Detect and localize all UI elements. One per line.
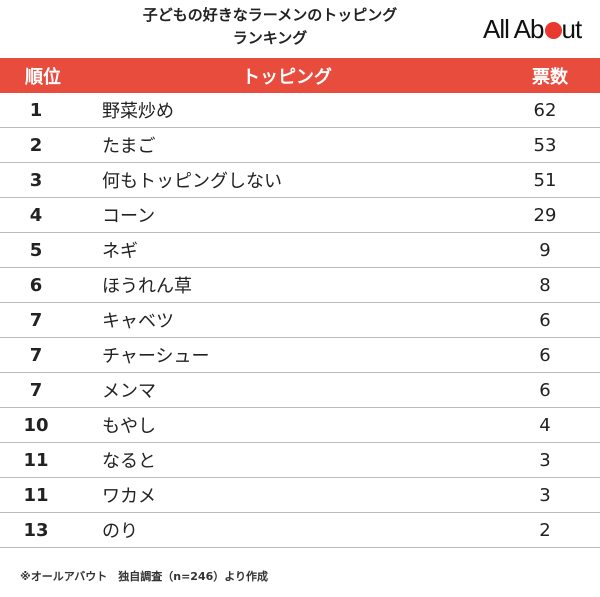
topping-cell: メンマ <box>102 381 156 402</box>
table-body: 1 野菜炒め 62 2 たまご 53 3 何もトッピングしない 51 4 コーン 29 5 ネギ 9 6 ほうれ… <box>0 93 600 548</box>
topping-cell: 何もトッピングしない <box>102 171 282 192</box>
chart-title-line2: ランキング <box>232 29 308 47</box>
table-row: 7 メンマ 6 <box>0 373 600 408</box>
chart-title: 子どもの好きなラーメンのトッピング ランキング <box>110 4 430 50</box>
table-row: 5 ネギ 9 <box>0 233 600 268</box>
rank-cell: 13 <box>23 519 49 541</box>
table-row: 2 たまご 53 <box>0 128 600 163</box>
votes-cell: 3 <box>539 484 551 506</box>
header-topping: トッピング <box>242 66 332 88</box>
table-row: 4 コーン 29 <box>0 198 600 233</box>
table-header: 順位 トッピング 票数 <box>0 58 600 93</box>
rank-cell: 6 <box>29 274 43 296</box>
topping-cell: コーン <box>102 206 156 227</box>
table-row: 11 なると 3 <box>0 443 600 478</box>
votes-cell: 53 <box>533 134 557 156</box>
table-row: 7 キャベツ 6 <box>0 303 600 338</box>
votes-cell: 62 <box>533 99 557 121</box>
table-row: 3 何もトッピングしない 51 <box>0 163 600 198</box>
rank-cell: 11 <box>23 484 49 506</box>
footnote: ※オールアバウト 独自調査（n=246）より作成 <box>20 570 269 583</box>
header-votes: 票数 <box>532 66 568 88</box>
votes-cell: 9 <box>539 239 551 261</box>
rank-cell: 11 <box>23 449 49 471</box>
rank-cell: 1 <box>29 99 43 121</box>
table-row: 13 のり 2 <box>0 513 600 548</box>
table-row: 1 野菜炒め 62 <box>0 93 600 128</box>
topping-cell: もやし <box>102 416 156 437</box>
topping-cell: 野菜炒め <box>102 101 174 122</box>
rank-cell: 10 <box>23 414 49 436</box>
table-row: 6 ほうれん草 8 <box>0 268 600 303</box>
table-row: 11 ワカメ 3 <box>0 478 600 513</box>
votes-cell: 4 <box>539 414 551 436</box>
logo-text-right: ut <box>561 14 583 44</box>
rank-cell: 4 <box>29 204 43 226</box>
topping-cell: たまご <box>102 136 156 157</box>
votes-cell: 6 <box>539 379 551 401</box>
ranking-table: 順位 トッピング 票数 1 野菜炒め 62 2 たまご 53 3 何もトッピングしない 51 4 コ… <box>0 58 600 548</box>
topping-cell: ほうれん草 <box>102 276 192 297</box>
topping-cell: キャベツ <box>102 311 174 332</box>
allabout-logo: All Ab ut <box>483 14 583 45</box>
topping-cell: なると <box>102 451 156 472</box>
header: 子どもの好きなラーメンのトッピング ランキング All Ab ut <box>0 0 600 56</box>
rank-cell: 7 <box>29 379 43 401</box>
rank-cell: 3 <box>29 169 43 191</box>
table-row: 10 もやし 4 <box>0 408 600 443</box>
votes-cell: 8 <box>539 274 551 296</box>
topping-cell: ネギ <box>102 241 138 262</box>
votes-cell: 2 <box>539 519 551 541</box>
topping-cell: チャーシュー <box>102 346 210 367</box>
votes-cell: 6 <box>539 309 551 331</box>
votes-cell: 6 <box>539 344 551 366</box>
rank-cell: 5 <box>29 239 43 261</box>
logo-dot-icon <box>544 22 562 39</box>
chart-title-line1: 子どもの好きなラーメンのトッピング <box>142 6 398 24</box>
table-row: 7 チャーシュー 6 <box>0 338 600 373</box>
votes-cell: 29 <box>533 204 557 226</box>
topping-cell: のり <box>102 521 138 542</box>
topping-cell: ワカメ <box>102 486 156 507</box>
rank-cell: 7 <box>29 344 43 366</box>
votes-cell: 51 <box>533 169 557 191</box>
rank-cell: 7 <box>29 309 43 331</box>
logo-text-left: All Ab <box>483 14 544 44</box>
rank-cell: 2 <box>29 134 43 156</box>
header-rank: 順位 <box>25 66 61 88</box>
votes-cell: 3 <box>539 449 551 471</box>
